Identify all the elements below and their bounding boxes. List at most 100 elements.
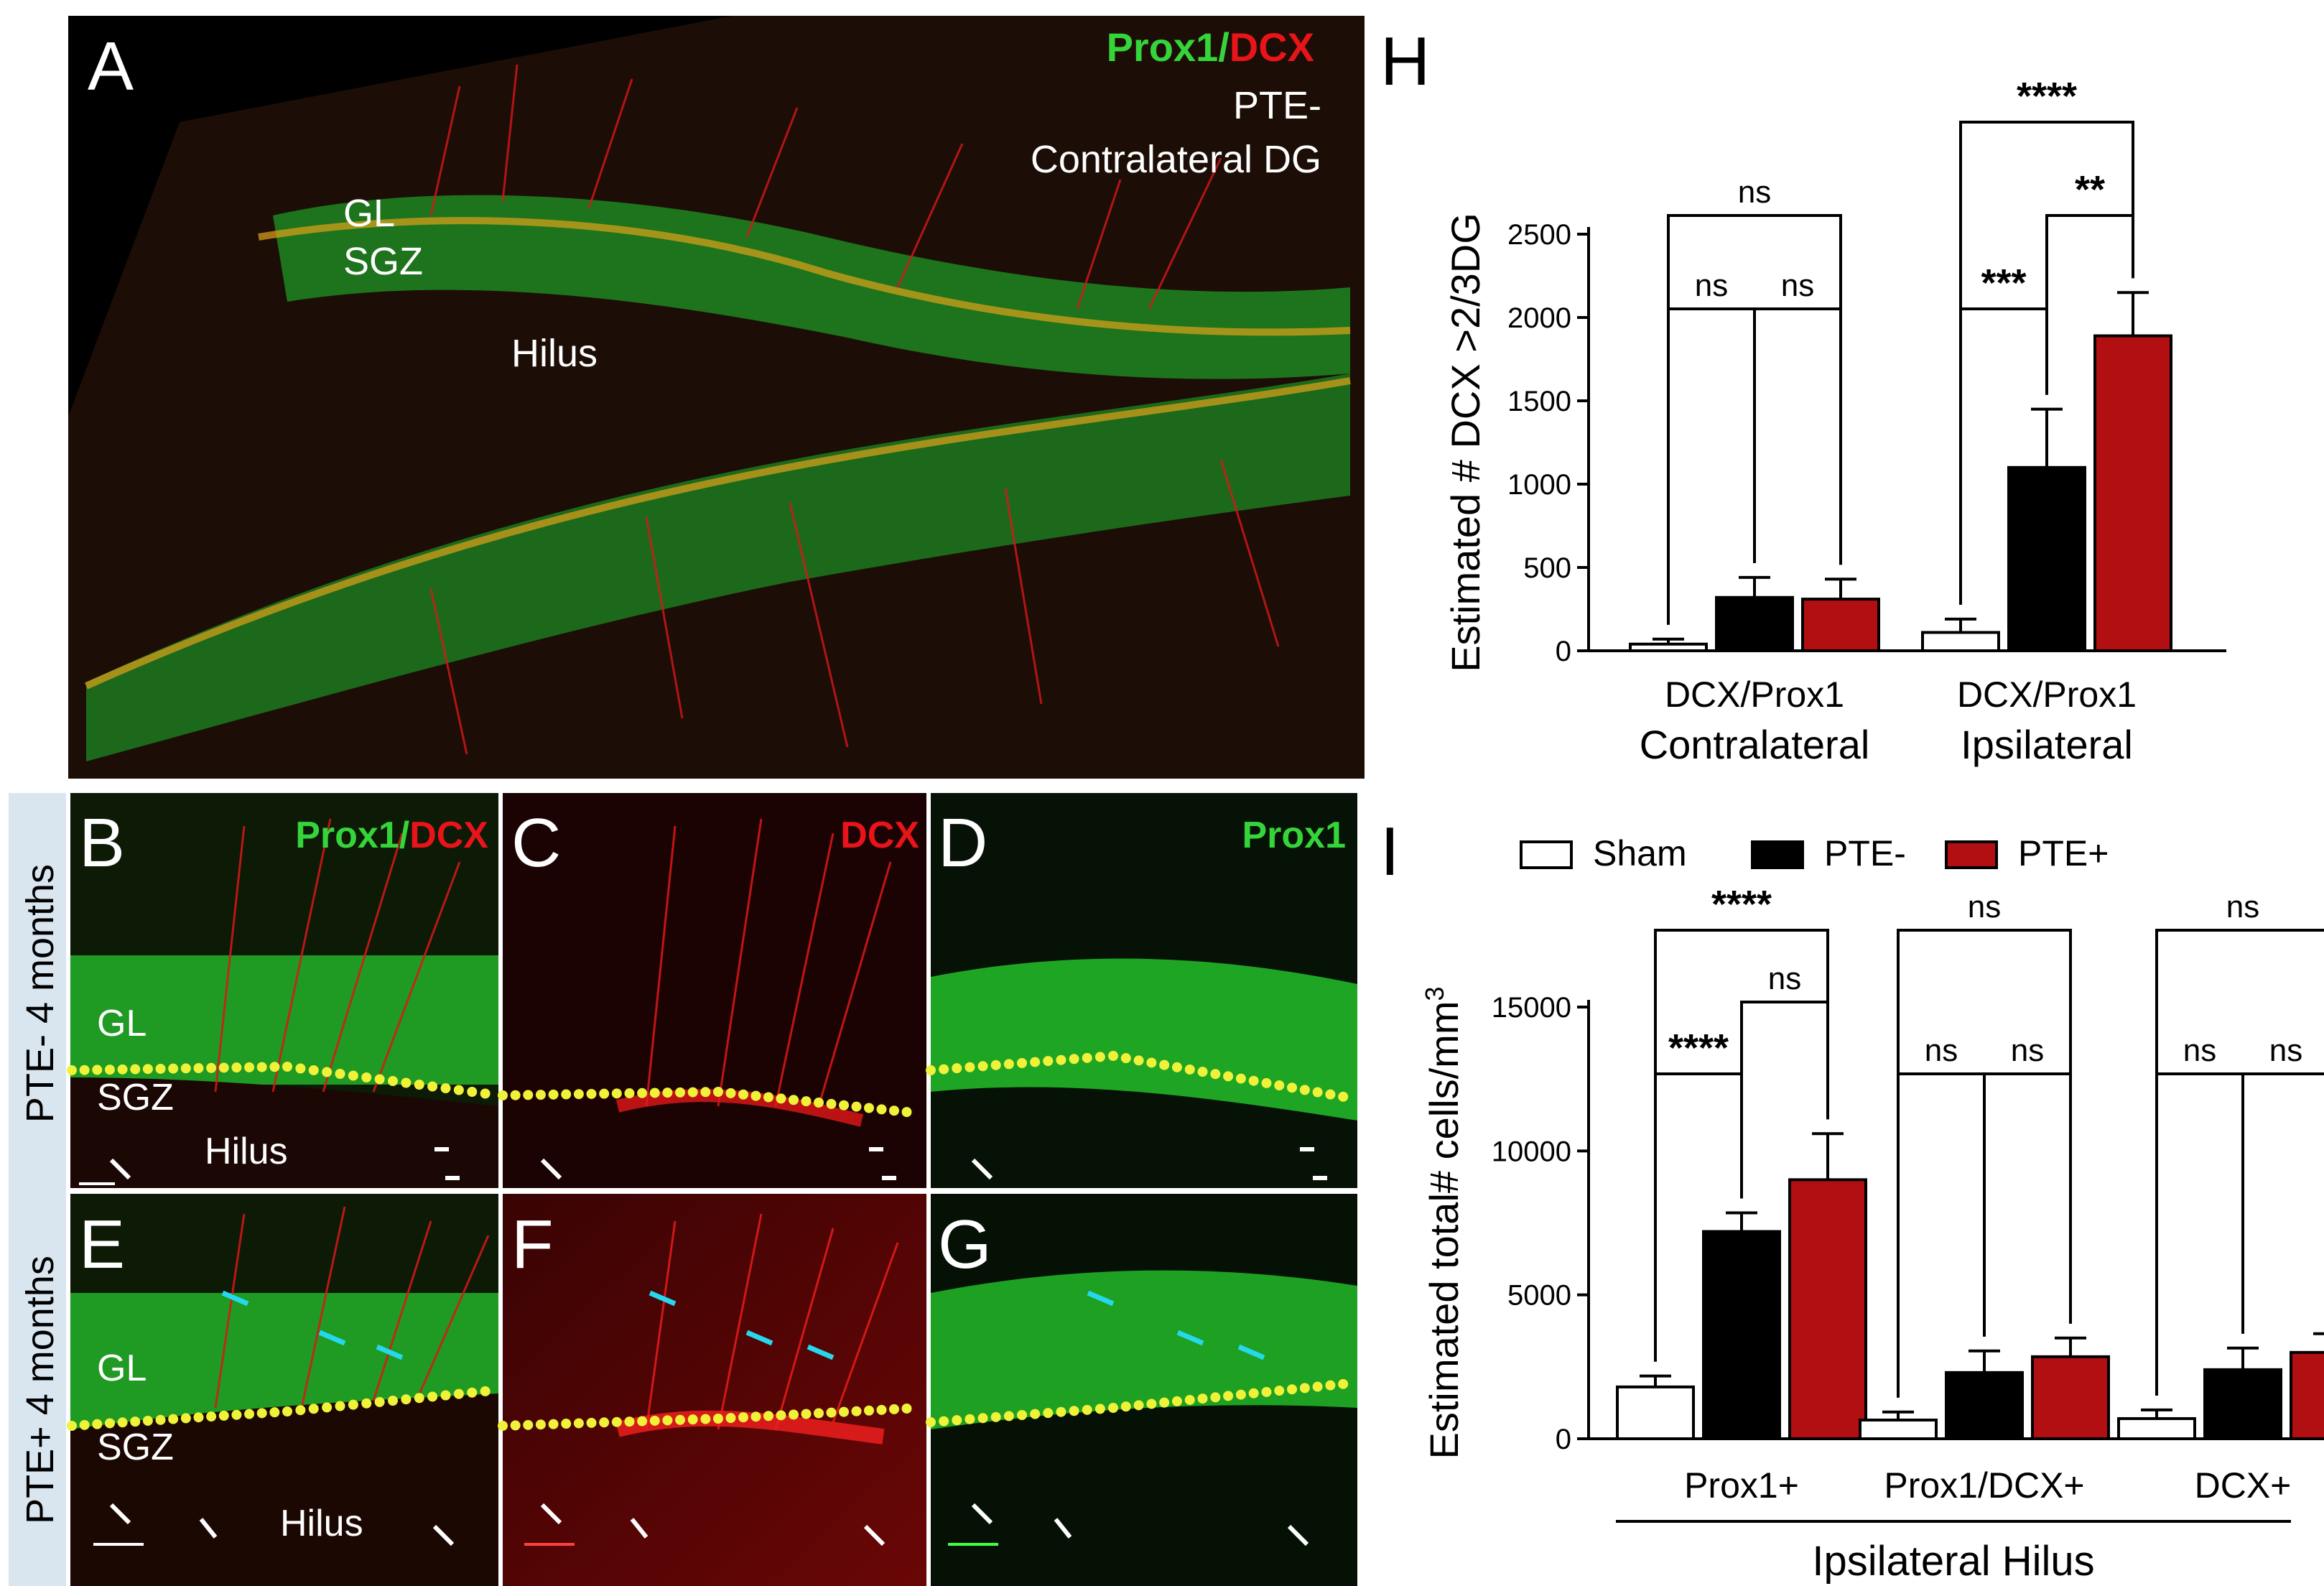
sgz-dot bbox=[269, 1062, 280, 1072]
bar bbox=[2093, 334, 2172, 652]
sgz-dot bbox=[624, 1416, 635, 1427]
sgz-dot bbox=[763, 1092, 773, 1103]
sgz-dot bbox=[256, 1408, 267, 1419]
sgz-dot bbox=[814, 1098, 824, 1108]
sgz-dot bbox=[1223, 1071, 1234, 1082]
sgz-dot bbox=[1299, 1383, 1310, 1393]
white-arrows bbox=[109, 1147, 1327, 1546]
sgz-dot bbox=[361, 1072, 372, 1082]
sgz-dot bbox=[1312, 1087, 1323, 1098]
chart-h: 0 500 1000 1500 2000 2500 Estimated # DCX >2/3… bbox=[1443, 75, 2226, 767]
panel-c-micrograph bbox=[503, 793, 926, 1188]
significance-label: ns bbox=[1695, 268, 1728, 303]
sgz-dot bbox=[256, 1062, 267, 1072]
sgz-dot bbox=[725, 1413, 736, 1424]
sgz-dot bbox=[231, 1062, 242, 1073]
panel-c-stain-label: DCX bbox=[840, 815, 919, 856]
sgz-dot bbox=[965, 1414, 975, 1424]
sgz-dot bbox=[561, 1089, 572, 1100]
panel-f-micrograph bbox=[503, 1194, 926, 1586]
sgz-dot bbox=[1299, 1085, 1310, 1095]
sgz-dot bbox=[649, 1415, 660, 1426]
panel-a-letter: A bbox=[88, 28, 134, 105]
panel-a-micrograph bbox=[68, 16, 1365, 779]
panel-a-label-hilus: Hilus bbox=[511, 332, 598, 375]
sgz-dot bbox=[1338, 1378, 1349, 1389]
panel-b-label-gl: GL bbox=[97, 1003, 147, 1044]
panel-e-letter: E bbox=[79, 1206, 125, 1283]
sgz-dot bbox=[662, 1415, 673, 1426]
sgz-dot bbox=[130, 1416, 141, 1427]
panel-d-letter: D bbox=[938, 804, 987, 881]
significance-label: ns bbox=[2183, 1033, 2216, 1068]
legend-label: PTE+ bbox=[2018, 833, 2109, 873]
sgz-dot bbox=[851, 1101, 862, 1112]
sgz-dot bbox=[168, 1414, 179, 1424]
sgz-dot bbox=[1184, 1064, 1195, 1075]
sgz-dot bbox=[864, 1405, 874, 1416]
sgz-dot bbox=[675, 1414, 686, 1425]
sgz-dot bbox=[713, 1414, 723, 1424]
sgz-dot bbox=[79, 1419, 90, 1430]
sgz-dot bbox=[1325, 1380, 1336, 1391]
group-sublabel: DCX/Prox1 bbox=[1957, 674, 2137, 715]
sgz-dot bbox=[573, 1418, 584, 1429]
significance-bracket bbox=[1740, 1001, 1829, 1199]
sgz-dot bbox=[889, 1404, 899, 1414]
sgz-dot bbox=[725, 1088, 736, 1098]
sgz-dot bbox=[1146, 1057, 1157, 1068]
legend-label: PTE- bbox=[1824, 833, 1906, 873]
sgz-dot bbox=[440, 1083, 451, 1093]
sgz-dot bbox=[155, 1414, 166, 1425]
sgz-dot bbox=[1017, 1410, 1027, 1420]
sgz-dot bbox=[335, 1069, 345, 1079]
sgz-dot bbox=[876, 1404, 887, 1415]
panel-g-letter: G bbox=[938, 1206, 992, 1283]
sgz-dot bbox=[467, 1087, 478, 1097]
significance-label: ns bbox=[1781, 268, 1814, 303]
sgz-dot bbox=[1069, 1054, 1079, 1065]
sgz-dot bbox=[388, 1396, 398, 1406]
sgz-dot bbox=[1274, 1080, 1285, 1091]
sgz-dot bbox=[687, 1414, 698, 1425]
sgz-dot bbox=[1338, 1091, 1349, 1102]
sgz-dot bbox=[876, 1104, 887, 1115]
sgz-dot bbox=[414, 1393, 424, 1404]
sgz-dot bbox=[498, 1421, 508, 1431]
y-tick-label: 2500 bbox=[1507, 219, 1571, 251]
legend-swatch bbox=[1945, 840, 1998, 869]
legend-swatch bbox=[1751, 840, 1804, 869]
sgz-dot bbox=[789, 1095, 799, 1105]
sgz-dot bbox=[965, 1062, 975, 1072]
sgz-dot bbox=[374, 1074, 385, 1085]
sgz-dot bbox=[939, 1064, 949, 1075]
significance-label: ns bbox=[1768, 961, 1801, 996]
sgz-dot bbox=[1030, 1057, 1041, 1067]
sgz-dot bbox=[1108, 1403, 1118, 1413]
sgz-dot bbox=[561, 1419, 572, 1429]
significance-bracket bbox=[1654, 1072, 1743, 1362]
sgz-dot bbox=[1146, 1399, 1157, 1409]
significance-label: **** bbox=[2017, 75, 2077, 118]
panel-a-label-sgz: SGZ bbox=[343, 240, 423, 283]
sgz-dot bbox=[535, 1090, 546, 1100]
sgz-dot bbox=[374, 1396, 385, 1407]
sgz-dot bbox=[180, 1063, 191, 1074]
sgz-dot bbox=[548, 1419, 559, 1429]
sgz-dot bbox=[348, 1070, 358, 1081]
sgz-dot bbox=[401, 1394, 412, 1405]
panel-a-condition-line1: PTE- bbox=[1233, 84, 1321, 127]
sgz-dot bbox=[1094, 1052, 1105, 1062]
sgz-dot bbox=[776, 1410, 786, 1421]
sgz-dot bbox=[295, 1405, 306, 1416]
panel-b-stain-green: Prox1/ bbox=[295, 815, 409, 856]
sgz-dot bbox=[926, 1065, 936, 1075]
sgz-dot bbox=[713, 1087, 723, 1097]
sgz-dot bbox=[977, 1061, 988, 1072]
legend-label: Sham bbox=[1593, 833, 1687, 873]
sgz-dot bbox=[637, 1088, 648, 1098]
panel-d-stain-label: Prox1 bbox=[1242, 815, 1346, 856]
row-label-bottom: PTE+ 4 months bbox=[19, 1256, 62, 1524]
sgz-dot bbox=[453, 1085, 464, 1095]
